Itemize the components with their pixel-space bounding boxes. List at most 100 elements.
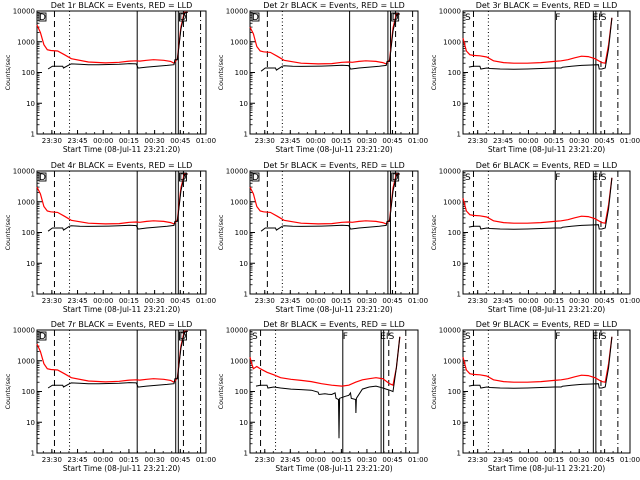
panel-title: Det 1r BLACK = Events, RED = LLD bbox=[51, 1, 193, 10]
x-axis-label: Start Time (08-Jul-11 23:21:20) bbox=[488, 145, 605, 154]
x-tick-label: 00:45 bbox=[170, 456, 190, 464]
y-tick-label: 100 bbox=[448, 229, 461, 237]
annotation-marker: S bbox=[252, 332, 258, 342]
annotation-marker: D bbox=[252, 13, 259, 23]
x-tick-label: 01:00 bbox=[196, 456, 216, 464]
x-tick-label: 23:30 bbox=[255, 297, 275, 305]
annotation-box bbox=[251, 172, 260, 182]
x-axis-label: Start Time (08-Jul-11 23:21:20) bbox=[488, 305, 605, 314]
x-tick-label: 23:45 bbox=[493, 297, 513, 305]
y-tick-label: 10 bbox=[26, 419, 35, 427]
annotation-box bbox=[179, 172, 187, 182]
y-tick-label: 10000 bbox=[439, 8, 461, 16]
panel-title: Det 3r BLACK = Events, RED = LLD bbox=[476, 1, 618, 10]
panel-title: Det 4r BLACK = Events, RED = LLD bbox=[51, 161, 193, 170]
annotation-box bbox=[179, 331, 187, 341]
y-tick-label: 100 bbox=[448, 388, 461, 396]
x-tick-label: 01:00 bbox=[408, 456, 428, 464]
x-tick-label: 00:15 bbox=[331, 137, 351, 145]
x-tick-label: 00:30 bbox=[145, 456, 165, 464]
x-tick-label: 23:30 bbox=[42, 297, 62, 305]
x-tick-label: 00:30 bbox=[357, 137, 377, 145]
x-tick-label: 23:45 bbox=[493, 456, 513, 464]
y-tick-label: 10 bbox=[452, 419, 461, 427]
panel-5: Det 5r BLACK = Events, RED = LLD 1 10 100 10… bbox=[217, 161, 428, 314]
y-tick-label: 10000 bbox=[226, 168, 248, 176]
x-tick-label: 00:15 bbox=[119, 297, 139, 305]
y-tick-label: 1 bbox=[457, 291, 461, 299]
y-tick-label: 100 bbox=[235, 229, 248, 237]
x-tick-label: 23:45 bbox=[493, 137, 513, 145]
annotation-box bbox=[251, 12, 260, 22]
annotation-marker: EIS bbox=[592, 332, 606, 342]
y-tick-label: 100 bbox=[22, 388, 35, 396]
y-tick-label: 10 bbox=[26, 260, 35, 268]
y-tick-label: 1000 bbox=[17, 198, 35, 206]
y-tick-label: 1 bbox=[244, 291, 248, 299]
y-axis-label: Counts/sec bbox=[430, 54, 438, 90]
y-tick-label: 1 bbox=[31, 450, 35, 458]
series-events-line bbox=[468, 336, 613, 389]
annotation-box bbox=[38, 12, 47, 22]
annotation-marker: F bbox=[555, 332, 560, 342]
annotation-marker: D bbox=[252, 173, 259, 183]
x-tick-label: 00:00 bbox=[93, 456, 113, 464]
series-lld-line bbox=[36, 330, 188, 383]
x-axis-label: Start Time (08-Jul-11 23:21:20) bbox=[275, 305, 392, 314]
x-tick-label: 00:00 bbox=[306, 137, 326, 145]
x-axis-label: Start Time (08-Jul-11 23:21:20) bbox=[488, 464, 605, 473]
annotation-marker: D bbox=[180, 332, 187, 342]
y-tick-label: 1 bbox=[244, 131, 248, 139]
x-tick-label: 00:00 bbox=[93, 137, 113, 145]
x-tick-label: 00:45 bbox=[595, 137, 615, 145]
x-tick-label: 23:45 bbox=[280, 456, 300, 464]
panel-3: Det 3r BLACK = Events, RED = LLD 1 10 100 10… bbox=[430, 1, 640, 154]
annotation-marker: F bbox=[343, 332, 348, 342]
x-tick-label: 01:00 bbox=[620, 456, 640, 464]
x-tick-label: 00:15 bbox=[544, 137, 564, 145]
y-axis-label: Counts/sec bbox=[4, 214, 12, 250]
y-tick-label: 10 bbox=[239, 419, 248, 427]
annotation-box bbox=[391, 12, 400, 22]
panel-title: Det 8r BLACK = Events, RED = LLD bbox=[263, 320, 405, 329]
annotation-box bbox=[391, 172, 400, 182]
x-tick-label: 00:00 bbox=[306, 456, 326, 464]
series-events-line bbox=[260, 13, 400, 72]
y-tick-label: 100 bbox=[235, 69, 248, 77]
x-tick-label: 00:15 bbox=[119, 456, 139, 464]
panel-8: Det 8r BLACK = Events, RED = LLD 1 10 100 10… bbox=[217, 320, 428, 473]
x-tick-label: 00:00 bbox=[518, 297, 538, 305]
series-events-line bbox=[468, 17, 613, 70]
series-lld-line bbox=[462, 17, 613, 64]
panel-title: Det 2r BLACK = Events, RED = LLD bbox=[263, 1, 405, 10]
series-lld-line bbox=[36, 11, 188, 64]
annotation-marker: D bbox=[392, 173, 399, 183]
x-tick-label: 00:15 bbox=[544, 297, 564, 305]
series-lld-line bbox=[462, 177, 613, 224]
y-tick-label: 1 bbox=[457, 131, 461, 139]
y-tick-label: 1000 bbox=[443, 198, 461, 206]
series-events-line bbox=[255, 336, 401, 439]
x-axis-label: Start Time (08-Jul-11 23:21:20) bbox=[63, 305, 180, 314]
x-tick-label: 00:15 bbox=[119, 137, 139, 145]
x-tick-label: 01:00 bbox=[196, 137, 216, 145]
annotation-marker: EIS bbox=[380, 332, 394, 342]
series-lld-line bbox=[249, 336, 401, 387]
x-tick-label: 23:45 bbox=[280, 137, 300, 145]
y-tick-label: 10000 bbox=[226, 327, 248, 335]
x-tick-label: 01:00 bbox=[408, 137, 428, 145]
x-tick-label: 00:45 bbox=[595, 456, 615, 464]
x-tick-label: 00:15 bbox=[331, 456, 351, 464]
y-axis-label: Counts/sec bbox=[4, 54, 12, 90]
y-tick-label: 100 bbox=[448, 69, 461, 77]
x-tick-label: 23:30 bbox=[468, 456, 488, 464]
y-tick-label: 10000 bbox=[13, 8, 35, 16]
x-tick-label: 00:15 bbox=[331, 297, 351, 305]
y-tick-label: 100 bbox=[22, 69, 35, 77]
y-tick-label: 1 bbox=[457, 450, 461, 458]
x-tick-label: 01:00 bbox=[408, 297, 428, 305]
x-tick-label: 23:45 bbox=[67, 297, 87, 305]
x-tick-label: 00:30 bbox=[569, 456, 589, 464]
panel-1: Det 1r BLACK = Events, RED = LLD 1 10 100 10… bbox=[4, 1, 216, 154]
y-tick-label: 1000 bbox=[17, 38, 35, 46]
